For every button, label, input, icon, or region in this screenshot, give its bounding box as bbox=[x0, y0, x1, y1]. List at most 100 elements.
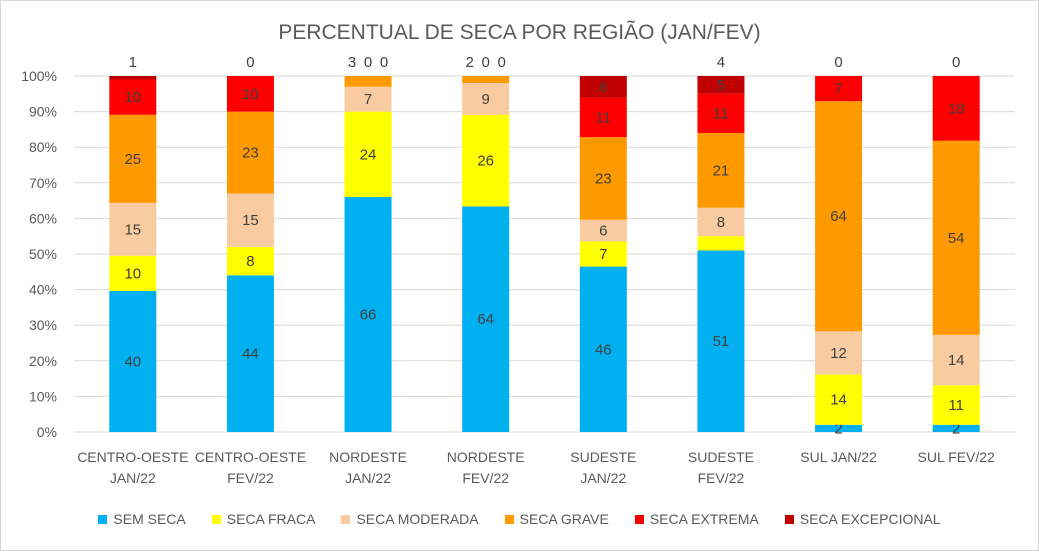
data-label: 2 bbox=[834, 420, 842, 437]
bar-segment bbox=[109, 202, 157, 256]
legend-item: SEM SECA bbox=[98, 511, 186, 527]
bar-segment bbox=[109, 79, 157, 115]
bar-segment bbox=[815, 374, 863, 425]
data-label: 40 bbox=[124, 354, 141, 371]
x-tick-label: SUDESTE bbox=[688, 449, 754, 465]
data-label: 2 bbox=[952, 420, 960, 437]
data-label: 4 bbox=[717, 54, 725, 71]
data-label: 0 bbox=[380, 54, 388, 71]
legend-swatch bbox=[784, 514, 794, 524]
legend-item: SECA EXCEPCIONAL bbox=[784, 511, 941, 527]
y-tick-label: 0% bbox=[37, 424, 57, 440]
data-label: 8 bbox=[717, 214, 725, 231]
data-label: 64 bbox=[830, 208, 847, 225]
bar-segment bbox=[579, 137, 627, 220]
data-label: 14 bbox=[948, 352, 965, 369]
bar-segment bbox=[226, 246, 274, 276]
legend-label: SECA GRAVE bbox=[519, 511, 609, 527]
bar-segment bbox=[697, 132, 745, 208]
y-tick-label: 50% bbox=[29, 246, 57, 262]
data-label: 0 bbox=[952, 54, 960, 71]
data-label: 21 bbox=[713, 162, 730, 179]
data-label: 9 bbox=[482, 91, 490, 108]
data-label: 7 bbox=[364, 91, 372, 108]
legend: SEM SECA SECA FRACA SECA MODERADA SECA GRAV… bbox=[1, 511, 1038, 527]
data-label: 51 bbox=[713, 333, 730, 350]
bar-segment bbox=[932, 334, 980, 386]
data-label: 10 bbox=[124, 265, 141, 282]
data-label: 0 bbox=[834, 54, 842, 71]
legend-swatch bbox=[504, 514, 514, 524]
data-label: 18 bbox=[948, 100, 965, 117]
x-tick-label: FEV/22 bbox=[698, 470, 745, 486]
y-tick-label: 100% bbox=[21, 68, 57, 84]
y-tick-label: 20% bbox=[29, 353, 57, 369]
legend-item: SECA GRAVE bbox=[504, 511, 609, 527]
x-tick-label: SUL JAN/22 bbox=[800, 449, 877, 465]
x-tick-label: CENTRO-OESTE bbox=[195, 449, 306, 465]
x-tick-label: JAN/22 bbox=[110, 470, 156, 486]
legend-label: SECA FRACA bbox=[226, 511, 316, 527]
bar-segment bbox=[579, 219, 627, 242]
y-tick-label: 90% bbox=[29, 104, 57, 120]
data-label: 1 bbox=[129, 54, 137, 71]
data-label: 0 bbox=[498, 54, 506, 71]
legend-item: SECA FRACA bbox=[211, 511, 316, 527]
data-label: 0 bbox=[246, 54, 254, 71]
x-tick-label: FEV/22 bbox=[227, 470, 274, 486]
data-label: 2 bbox=[466, 54, 474, 71]
x-tick-label: NORDESTE bbox=[329, 449, 407, 465]
legend-swatch bbox=[634, 514, 644, 524]
x-tick-label: SUL FEV/22 bbox=[918, 449, 996, 465]
data-label: 26 bbox=[477, 153, 494, 170]
bar-segment bbox=[109, 291, 157, 432]
data-label: 7 bbox=[834, 81, 842, 98]
x-tick-label: SUDESTE bbox=[570, 449, 636, 465]
bar-segment bbox=[226, 111, 274, 194]
bar-segment bbox=[815, 76, 863, 102]
data-label: 15 bbox=[124, 221, 141, 238]
chart-title: PERCENTUAL DE SECA POR REGIÃO (JAN/FEV) bbox=[278, 21, 761, 44]
x-tick-label: CENTRO-OESTE bbox=[77, 449, 188, 465]
data-label: 11 bbox=[713, 105, 729, 122]
data-label: 6 bbox=[599, 223, 607, 240]
data-label: 10 bbox=[242, 86, 259, 103]
bar-segment bbox=[697, 250, 745, 432]
data-label: 23 bbox=[242, 145, 259, 162]
data-label: 11 bbox=[948, 397, 964, 414]
legend-swatch bbox=[98, 514, 108, 524]
data-label: 23 bbox=[595, 170, 612, 187]
bar-segment bbox=[109, 76, 157, 80]
bar-segment bbox=[815, 331, 863, 375]
data-label: 10 bbox=[124, 89, 141, 106]
bar-segment bbox=[579, 97, 627, 138]
y-tick-label: 10% bbox=[29, 388, 57, 404]
bar-segment bbox=[815, 101, 863, 332]
legend-label: SECA MODERADA bbox=[356, 511, 479, 527]
data-label: 14 bbox=[830, 392, 847, 409]
bar-segment bbox=[815, 424, 863, 432]
data-label: 54 bbox=[948, 230, 965, 247]
data-label: 0 bbox=[364, 54, 372, 71]
legend-label: SECA EXTREMA bbox=[649, 511, 759, 527]
bar-segment bbox=[226, 193, 274, 247]
data-label: 44 bbox=[242, 346, 259, 363]
data-label: 25 bbox=[124, 151, 141, 168]
data-label: 15 bbox=[242, 212, 259, 229]
bar-segment bbox=[109, 255, 157, 292]
bar-segment bbox=[697, 207, 745, 237]
data-label: 6 bbox=[599, 79, 607, 96]
bar-segment bbox=[344, 111, 392, 198]
legend-label: SEM SECA bbox=[113, 511, 186, 527]
bar-segment bbox=[226, 76, 274, 112]
bar-segment bbox=[462, 206, 510, 432]
y-tick-label: 40% bbox=[29, 282, 57, 298]
bar-segment bbox=[932, 76, 980, 141]
bar-segment bbox=[932, 424, 980, 432]
y-tick-label: 60% bbox=[29, 210, 57, 226]
y-tick-label: 70% bbox=[29, 175, 57, 191]
data-label: 12 bbox=[830, 345, 847, 362]
data-label: 7 bbox=[599, 246, 607, 263]
